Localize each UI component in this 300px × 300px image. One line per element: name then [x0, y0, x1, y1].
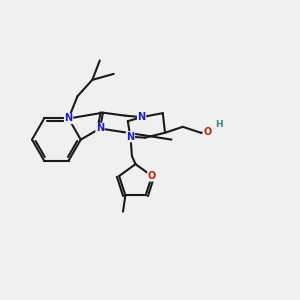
Text: N: N [137, 112, 146, 122]
Text: H: H [215, 120, 222, 129]
Text: O: O [148, 171, 156, 181]
Text: N: N [96, 124, 104, 134]
Text: N: N [64, 113, 73, 124]
Text: N: N [126, 132, 134, 142]
Text: O: O [203, 127, 211, 137]
